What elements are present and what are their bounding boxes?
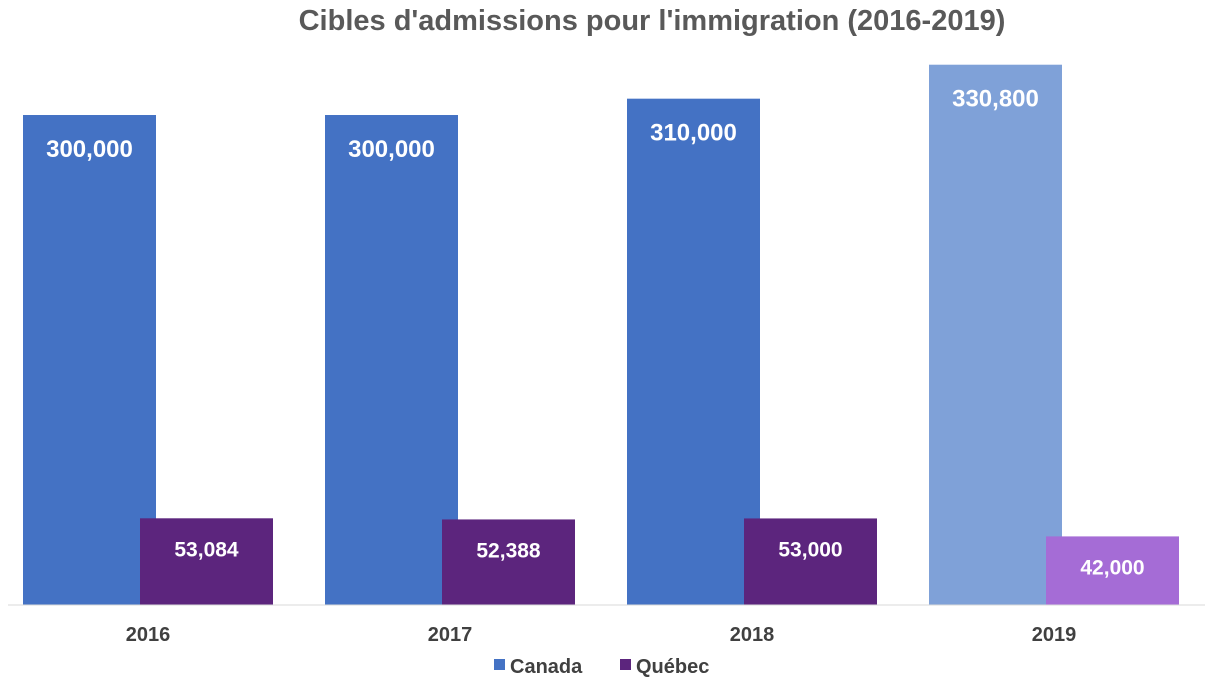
bars-layer: 300,000 53,084 300,000 52,388 310,000 53,000 3…: [23, 64, 1179, 606]
legend-label-quebec: Québec: [636, 656, 709, 678]
data-label-quebec-2019: 42,000: [1080, 556, 1144, 579]
legend-label-canada: Canada: [510, 656, 583, 678]
bar-quebec-2018: [744, 518, 877, 605]
data-label-quebec-2017: 52,388: [476, 539, 541, 562]
x-tick-label-2019: 2019: [1032, 624, 1077, 646]
bar-canada-2016: [23, 115, 156, 605]
x-tick-label-2018: 2018: [730, 624, 775, 646]
bar-canada-2018: [627, 98, 760, 605]
bar-quebec-2017: [442, 519, 575, 605]
bar-quebec-2016: [140, 518, 273, 605]
bar-canada-2019: [929, 64, 1062, 606]
legend-swatch-canada: [494, 659, 505, 670]
bar-quebec-2019: [1046, 536, 1179, 605]
chart-title: Cibles d'admissions pour l'immigration (…: [299, 5, 1006, 37]
x-axis-tick-labels: 2016 2017 2018 2019: [126, 624, 1077, 646]
data-label-quebec-2016: 53,084: [174, 538, 239, 561]
data-label-canada-2018: 310,000: [650, 120, 737, 147]
x-tick-label-2017: 2017: [428, 624, 473, 646]
legend-swatch-quebec: [620, 659, 631, 670]
data-label-canada-2016: 300,000: [46, 136, 133, 163]
x-tick-label-2016: 2016: [126, 624, 171, 646]
data-label-canada-2017: 300,000: [348, 136, 435, 163]
chart-legend: Canada Québec: [494, 656, 709, 678]
data-label-quebec-2018: 53,000: [778, 538, 842, 561]
data-label-canada-2019: 330,800: [952, 86, 1039, 113]
bar-canada-2017: [325, 115, 458, 605]
